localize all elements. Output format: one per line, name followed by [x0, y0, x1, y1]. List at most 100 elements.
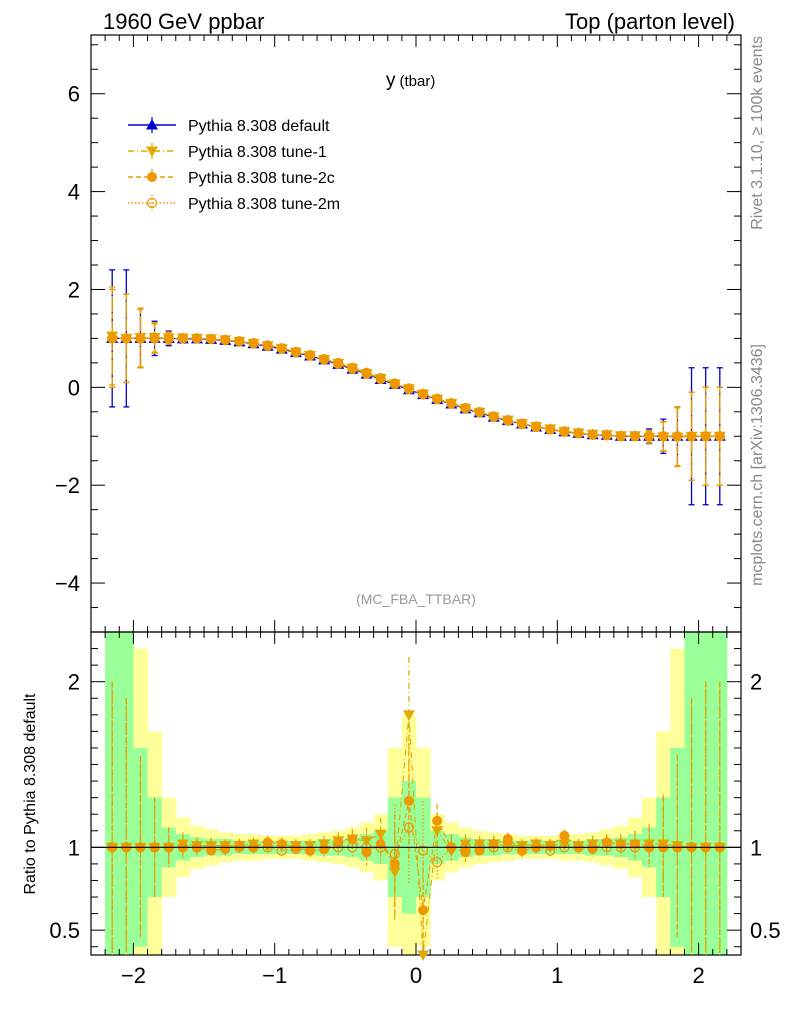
- data-point: [601, 430, 612, 441]
- series-line: [112, 337, 720, 437]
- ratio-point: [502, 834, 513, 845]
- x-tick-label: 0: [410, 963, 422, 988]
- legend-label: Pythia 8.308 tune-1: [188, 144, 327, 161]
- ratio-point: [304, 845, 316, 856]
- ratio-point: [290, 843, 302, 855]
- legend-marker: [147, 172, 157, 182]
- main-axis-ticks: −4 −2 0 2 4 6: [55, 35, 741, 633]
- mcplots-label: mcplots.cern.ch [arXiv:1306.3436]: [749, 344, 766, 586]
- ratio-y-tick-label: 1: [68, 835, 80, 860]
- y-tick-label: −4: [55, 571, 80, 596]
- legend-marker: [146, 146, 158, 157]
- data-point: [304, 350, 316, 361]
- data-point: [121, 333, 132, 344]
- data-point: [559, 426, 570, 438]
- data-point: [262, 340, 273, 351]
- data-point: [516, 418, 528, 430]
- data-point: [220, 334, 231, 346]
- data-point: [375, 373, 386, 385]
- data-point: [432, 393, 443, 405]
- series-line: [112, 337, 720, 437]
- data-point: [234, 336, 245, 347]
- main-series: [106, 269, 726, 506]
- series-3: [107, 288, 725, 486]
- data-point: [417, 389, 429, 400]
- ratio-y-tick-label-right: 1: [750, 835, 762, 860]
- ratio-point: [403, 822, 415, 833]
- ratio-ylabel: Ratio to Pythia 8.308 default: [22, 693, 39, 895]
- data-point: [502, 415, 513, 426]
- x-tick-label: −2: [121, 963, 146, 988]
- ratio-point: [347, 834, 358, 845]
- data-point: [248, 338, 259, 349]
- data-point: [163, 333, 174, 344]
- ratio-band-inner: [712, 632, 728, 955]
- x-tick-label: −1: [262, 963, 287, 988]
- data-point: [149, 333, 160, 344]
- series-1: [106, 286, 726, 486]
- data-point: [629, 431, 641, 442]
- ratio-point: [432, 857, 443, 868]
- ratio-bands: [105, 632, 728, 955]
- ratio-point: [615, 839, 626, 850]
- data-point: [587, 429, 598, 440]
- series-line: [112, 337, 720, 437]
- ratio-point: [319, 843, 330, 855]
- data-point: [714, 431, 725, 442]
- data-point: [276, 343, 287, 354]
- data-point: [446, 398, 457, 409]
- data-point: [290, 346, 302, 358]
- ratio-y-tick-label-right: 2: [750, 670, 762, 695]
- rivet-label: Rivet 3.1.10, ≥ 100k events: [749, 36, 766, 230]
- y-tick-label: 0: [68, 375, 80, 400]
- data-point: [389, 378, 400, 390]
- ratio-point: [545, 845, 556, 856]
- y-tick-label: −2: [55, 473, 80, 498]
- data-point: [403, 384, 415, 395]
- ratio-point: [559, 830, 570, 841]
- ratio-band-inner: [105, 632, 120, 955]
- data-point: [347, 363, 358, 374]
- ratio-point: [276, 845, 287, 856]
- data-point: [658, 431, 669, 442]
- data-point: [573, 428, 584, 439]
- ratio-point: [305, 845, 316, 856]
- y-tick-label: 2: [68, 277, 80, 302]
- legend-marker: [146, 119, 158, 130]
- data-point: [615, 431, 627, 442]
- legend-label: Pythia 8.308 tune-2m: [188, 196, 340, 213]
- plot-title-sub: (tbar): [400, 73, 436, 90]
- legend: Pythia 8.308 default Pythia 8.308 tune-1 P…: [128, 117, 340, 213]
- ratio-point: [417, 950, 430, 961]
- legend-label: Pythia 8.308 tune-2c: [188, 170, 335, 187]
- data-point: [135, 333, 146, 344]
- data-point: [644, 431, 655, 442]
- ratio-y-tick-label: 2: [68, 670, 80, 695]
- header-left: 1960 GeV ppbar: [103, 9, 264, 34]
- series-line: [112, 335, 720, 438]
- ratio-y-tick-label-right: 0.5: [750, 918, 781, 943]
- analysis-watermark: (MC_FBA_TTBAR): [356, 591, 476, 607]
- data-point: [107, 333, 118, 344]
- plot-title-main: y: [386, 70, 396, 91]
- header-right: Top (parton level): [565, 9, 735, 34]
- legend-marker: [146, 197, 158, 209]
- series-0: [106, 269, 726, 506]
- x-tick-label: 2: [692, 963, 704, 988]
- ratio-band-inner: [698, 632, 714, 955]
- ratio-point: [516, 845, 528, 856]
- x-tick-label: 1: [551, 963, 563, 988]
- y-tick-label: 4: [68, 180, 80, 205]
- data-point: [460, 403, 471, 414]
- data-point: [530, 421, 542, 433]
- data-point: [361, 368, 372, 379]
- ratio-point: [375, 839, 386, 850]
- ratio-point: [432, 815, 443, 826]
- ratio-point: [403, 795, 414, 806]
- ratio-y-tick-label: 0.5: [49, 918, 80, 943]
- ratio-point: [418, 905, 429, 916]
- data-point: [686, 431, 697, 442]
- plot-title: y (tbar): [386, 70, 435, 91]
- ratio-point: [417, 845, 429, 856]
